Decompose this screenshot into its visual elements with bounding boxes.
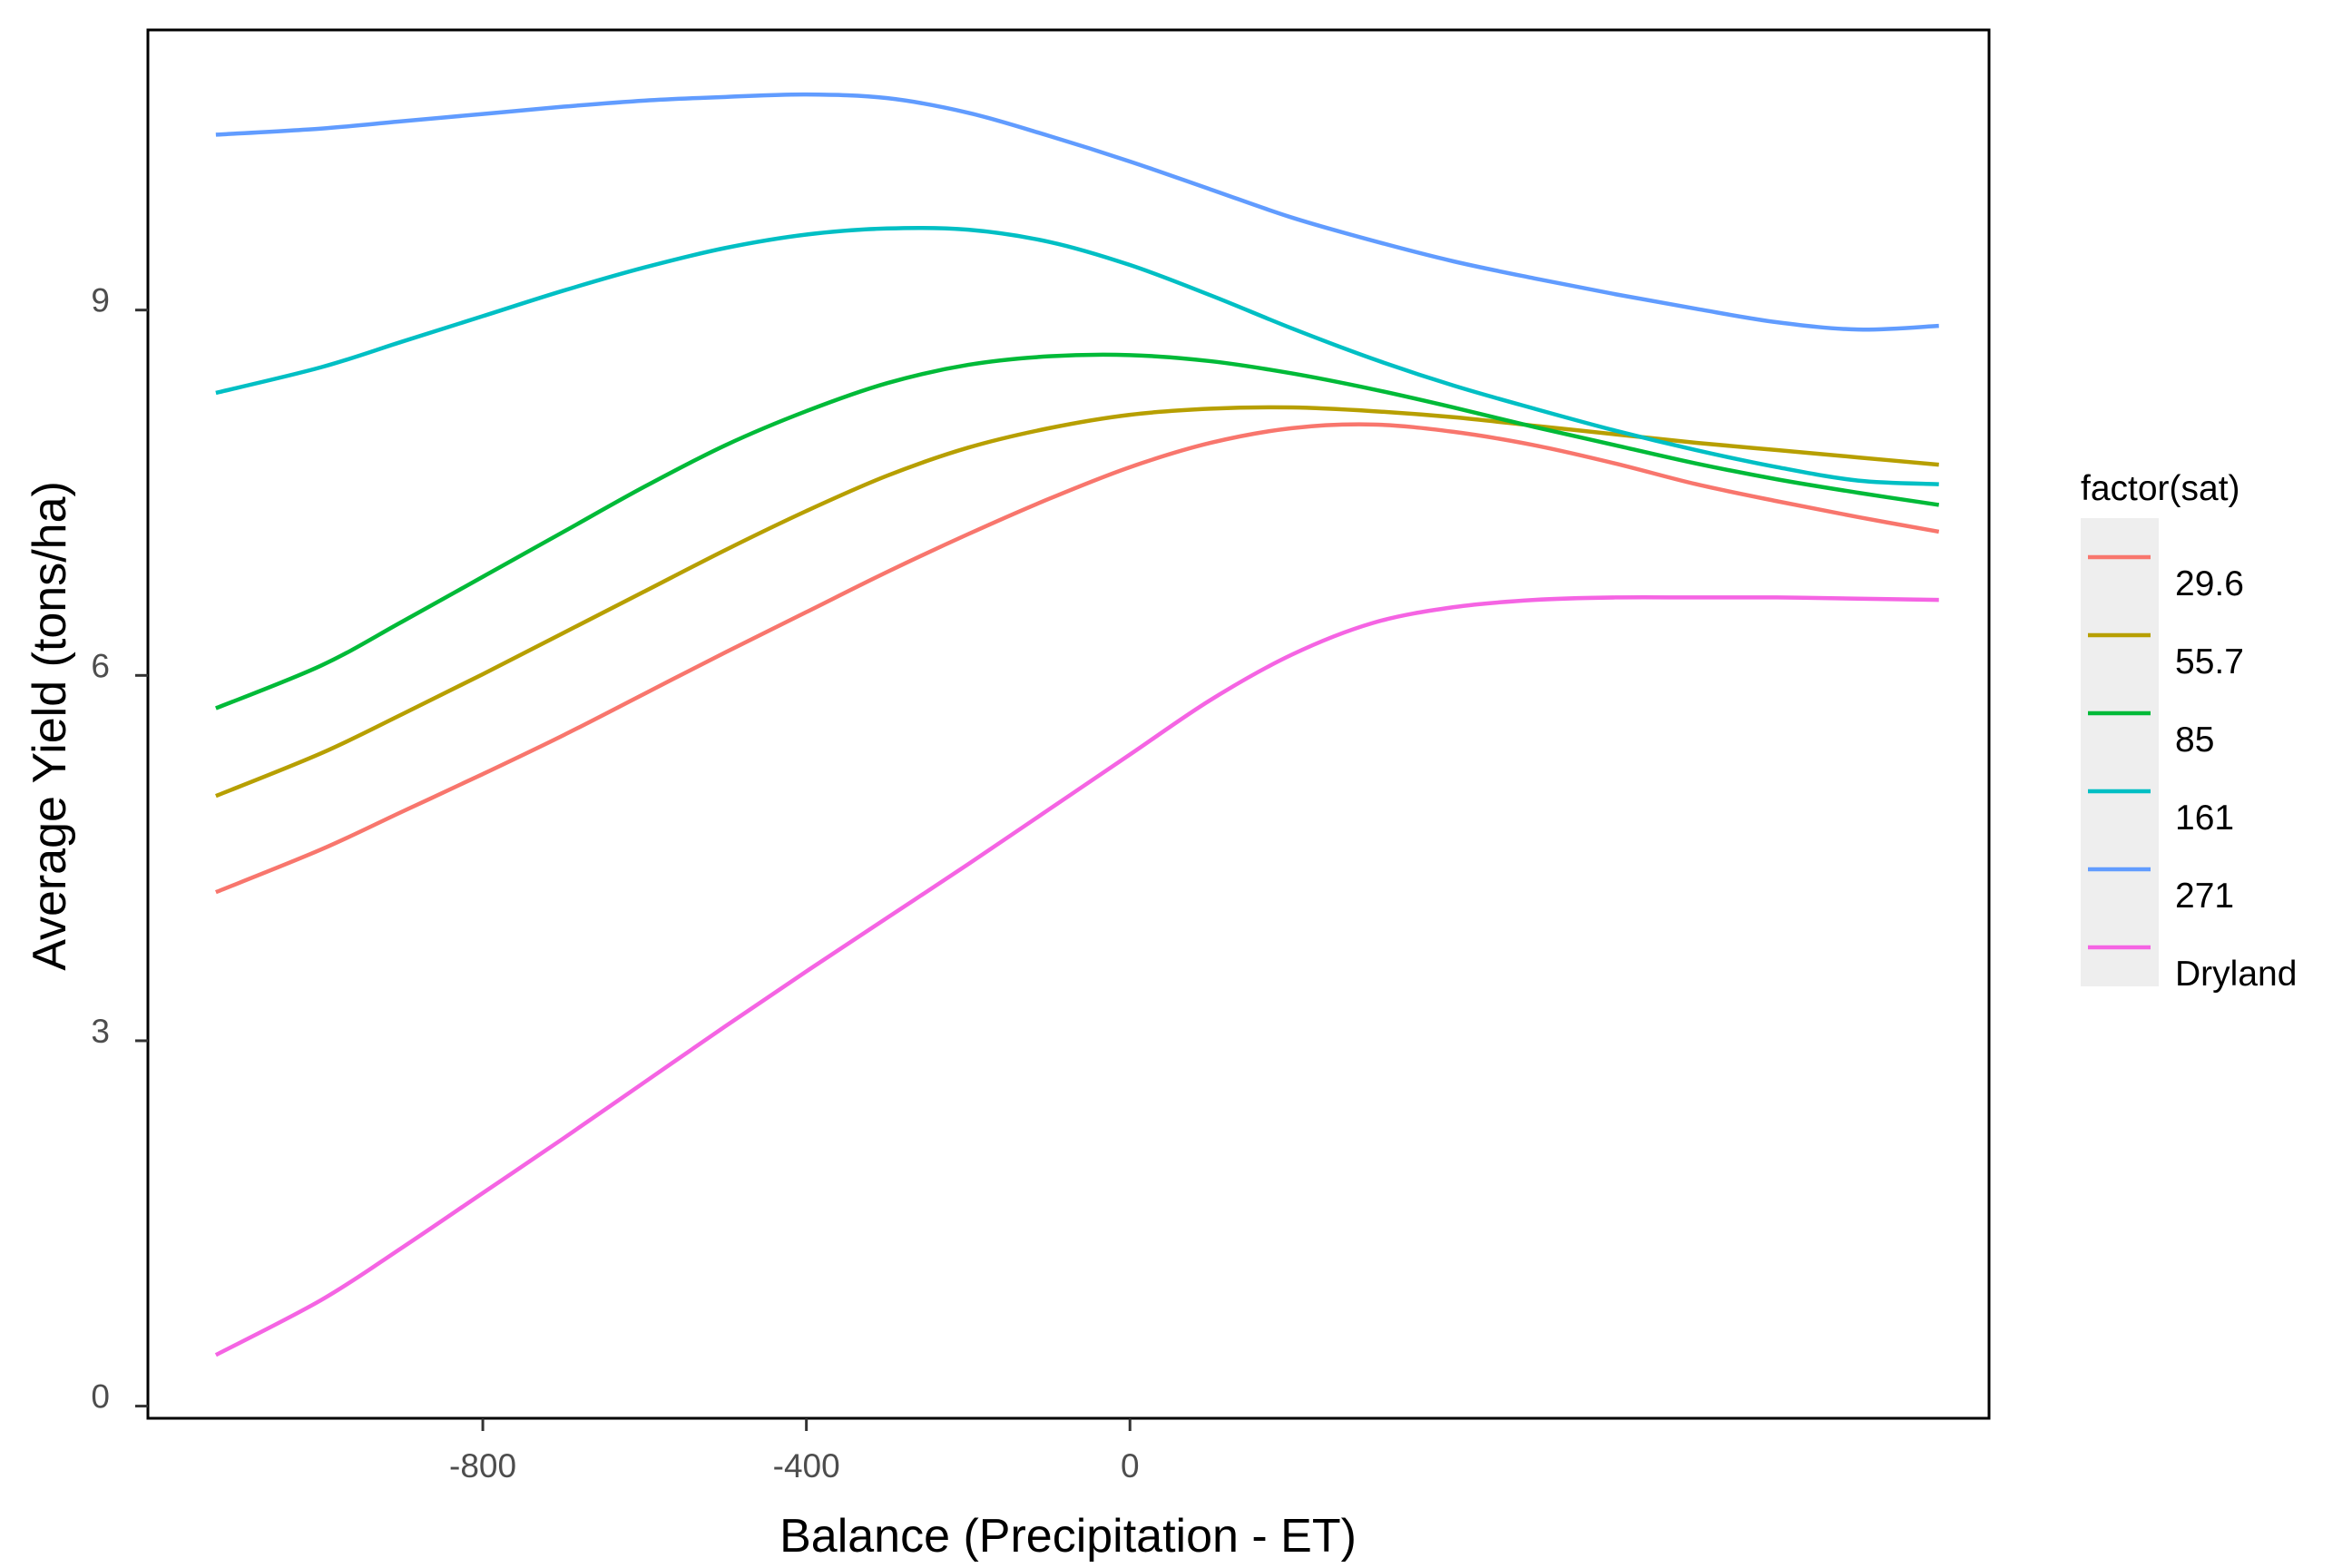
x-axis-title: Balance (Precipitation - ET) xyxy=(779,1510,1357,1563)
series-line-161 xyxy=(215,225,1939,486)
legend-label-dryland: Dryland xyxy=(2175,955,2297,994)
series-line-29-6 xyxy=(215,422,1940,895)
legend-label-55-7: 55.7 xyxy=(2175,642,2244,681)
legend-title: factor(sat) xyxy=(2081,469,2240,508)
y-tick-label: 3 xyxy=(91,1013,110,1050)
legend-label-29-6: 29.6 xyxy=(2175,564,2244,603)
y-tick-label: 9 xyxy=(91,282,110,319)
legend-items: 29.6 55.7 85 161 271 Dryland xyxy=(2088,554,2297,994)
y-tick-label: 0 xyxy=(91,1378,110,1416)
x-tick-label: -400 xyxy=(773,1447,840,1485)
y-tick-label: 6 xyxy=(91,647,110,684)
x-tick-label: -800 xyxy=(449,1447,516,1485)
legend-label-85: 85 xyxy=(2175,720,2214,760)
series-layer xyxy=(214,92,1940,1357)
legend-label-161: 161 xyxy=(2175,799,2234,838)
y-axis: 0 3 6 9 xyxy=(91,282,148,1416)
y-axis-title: Average Yield (tons/ha) xyxy=(24,481,76,971)
series-line-271 xyxy=(215,92,1939,332)
legend-label-271: 271 xyxy=(2175,877,2234,916)
series-line-dryland xyxy=(214,594,1939,1357)
x-axis: -800 -400 0 xyxy=(449,1418,1140,1485)
plot-panel-border xyxy=(146,28,1991,1420)
plot-panel xyxy=(148,30,1989,1418)
series-line-85 xyxy=(215,352,1940,710)
legend-key-background xyxy=(2081,518,2159,986)
x-tick-label: 0 xyxy=(1121,1447,1140,1485)
legend: factor(sat) 29.6 55.7 85 161 271 Dryland xyxy=(2081,469,2297,994)
